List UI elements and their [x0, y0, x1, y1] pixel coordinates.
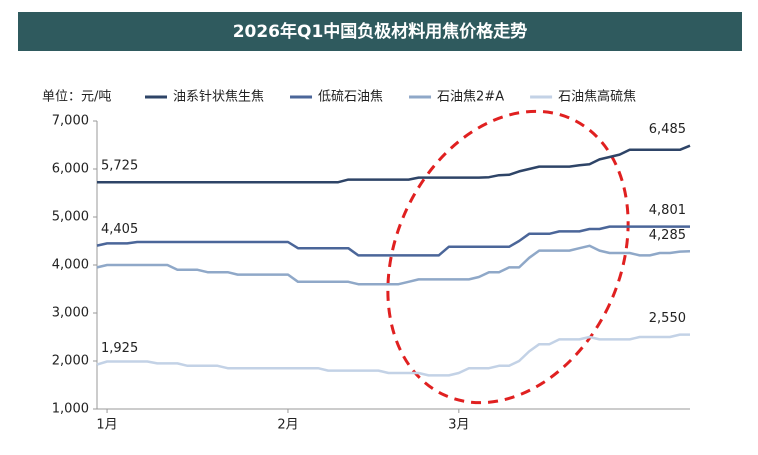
y-tick-label: 5,000 [52, 210, 89, 225]
value-label: 4,801 [649, 203, 686, 218]
series-line [96, 225, 690, 257]
y-tick-label: 3,000 [52, 306, 89, 321]
legend-label: 石油焦2#A [437, 90, 504, 105]
value-label: 4,285 [649, 228, 686, 243]
y-tick-label: 4,000 [52, 258, 89, 273]
x-tick-label: 2月 [277, 418, 298, 433]
y-tick-label: 2,000 [52, 354, 89, 369]
y-tick-label: 6,000 [52, 162, 89, 177]
legend-label: 石油焦高硫焦 [558, 89, 636, 105]
y-tick-label: 1,000 [52, 402, 89, 417]
title-bar [18, 12, 742, 51]
chart-title: 2026年Q1中国负极材料用焦价格走势 [233, 21, 528, 42]
value-label: 5,725 [101, 159, 138, 174]
x-tick-label: 3月 [448, 418, 469, 433]
x-tick-label: 1月 [96, 418, 117, 433]
series-line [96, 333, 690, 377]
series-line [97, 144, 691, 184]
value-label: 6,485 [649, 122, 686, 137]
legend-label: 低硫石油焦 [318, 90, 383, 105]
series-line [96, 244, 691, 286]
unit-label: 单位：元/吨 [42, 90, 111, 105]
y-tick-label: 7,000 [52, 114, 89, 129]
value-label: 2,550 [649, 311, 686, 326]
value-label: 4,405 [101, 222, 138, 237]
value-label: 1,925 [101, 341, 138, 356]
legend-label: 油系针状焦生焦 [173, 90, 264, 105]
highlight-ellipse [386, 109, 630, 405]
